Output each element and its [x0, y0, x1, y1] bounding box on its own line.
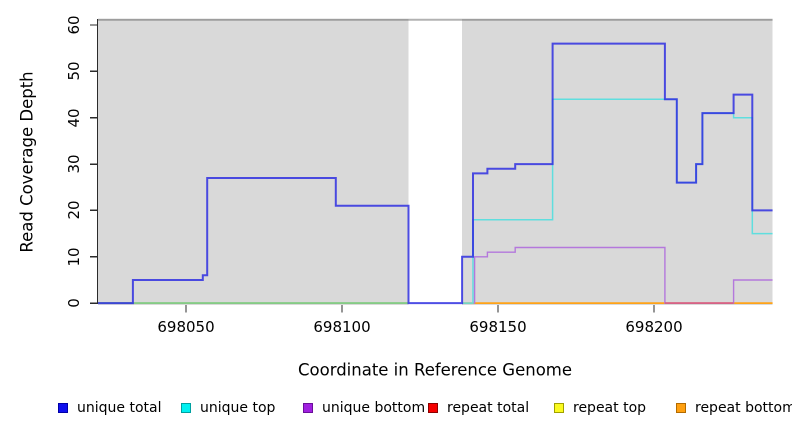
repeat-total-swatch-icon: [428, 403, 438, 413]
legend-item-repeat-bottom: repeat bottom: [676, 400, 792, 416]
x-tick-label-698150: 698150: [469, 318, 527, 336]
x-tick-label-698100: 698100: [313, 318, 371, 336]
legend-label: repeat top: [573, 400, 647, 416]
unique-total-swatch-icon: [58, 403, 68, 413]
unique-bottom-swatch-icon: [303, 403, 313, 413]
legend-label: unique top: [200, 400, 276, 416]
legend-item-unique-total: unique total: [58, 400, 161, 416]
y-tick-label-0: 0: [65, 298, 83, 308]
repeat-bottom-swatch-icon: [676, 403, 686, 413]
legend-label: unique bottom: [322, 400, 426, 416]
legend-label: repeat bottom: [695, 400, 792, 416]
x-tick-label-698050: 698050: [157, 318, 215, 336]
x-axis-title: Coordinate in Reference Genome: [297, 360, 573, 380]
y-axis-title: Read Coverage Depth: [17, 71, 37, 253]
legend-item-unique-top: unique top: [181, 400, 275, 416]
y-tick-label-20: 20: [65, 200, 83, 220]
y-tick-label-30: 30: [65, 154, 83, 174]
y-tick-label-40: 40: [65, 108, 83, 128]
x-tick-label-698200: 698200: [625, 318, 683, 336]
repeat-top-swatch-icon: [554, 403, 564, 413]
unique-top-swatch-icon: [181, 403, 191, 413]
legend-label: unique total: [77, 400, 162, 416]
y-tick-label-10: 10: [65, 247, 83, 267]
legend-label: repeat total: [447, 400, 530, 416]
legend-item-repeat-top: repeat top: [554, 400, 646, 416]
y-tick-label-60: 60: [65, 15, 83, 35]
legend-item-repeat-total: repeat total: [428, 400, 529, 416]
legend-item-unique-bottom: unique bottom: [303, 400, 425, 416]
y-tick-label-50: 50: [65, 61, 83, 81]
